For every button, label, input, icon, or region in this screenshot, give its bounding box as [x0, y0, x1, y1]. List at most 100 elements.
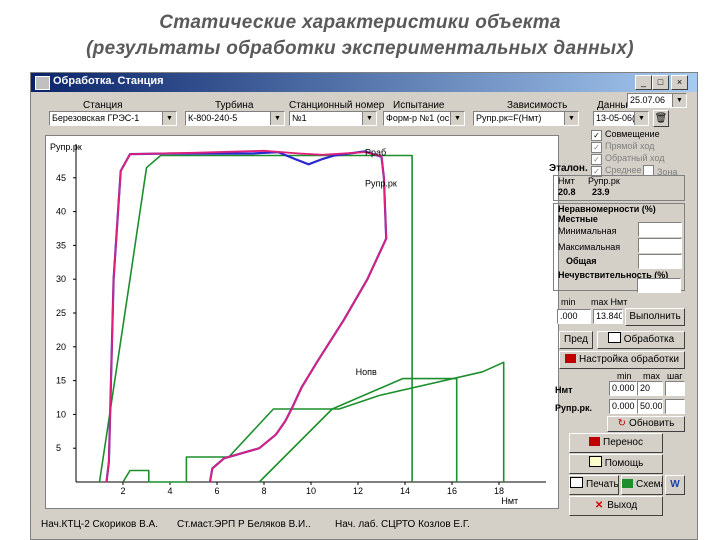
series-line-2 — [258, 377, 458, 483]
insensitivity-field[interactable] — [637, 278, 681, 293]
transfer-button[interactable]: Перенос — [569, 433, 663, 453]
scale-row2-label: Рупр.рк. — [555, 403, 592, 413]
x-axis-label: Нмт — [501, 496, 518, 506]
app-icon — [35, 76, 50, 90]
min-field-value: .000 — [560, 311, 578, 321]
scale-row2-max[interactable]: 50.00 — [637, 399, 663, 414]
signatures-bar: Нач.КТЦ-2 Скориков В.А. Ст.маст.ЭРП Р Бе… — [31, 515, 697, 539]
station-number-combo[interactable]: №1 ▼ — [289, 111, 377, 126]
scale-step-label: шаг — [667, 371, 683, 381]
y-tick-label: 35 — [56, 240, 66, 250]
printer-icon — [570, 477, 583, 488]
transfer-icon — [589, 437, 601, 446]
window-title: Обработка. Станция — [53, 75, 164, 87]
nonuniformity-group: Неравномерности (%) Местные Минимальная … — [553, 203, 685, 291]
zone-label: Зона — [657, 167, 678, 177]
dependency-combo[interactable]: Рупр.рк=F(Нмт) ▼ — [473, 111, 579, 126]
delete-icon[interactable]: 🗑 — [653, 110, 669, 127]
turbine-combo[interactable]: К-800-240-5 ▼ — [185, 111, 285, 126]
chart-annotation-2: Рупр.рк — [365, 179, 397, 189]
series-line-3 — [122, 361, 505, 483]
pred-button-label: Пред — [564, 334, 588, 345]
chevron-down-icon[interactable]: ▼ — [162, 112, 176, 125]
y-tick-label: 30 — [56, 274, 66, 284]
etalon-group: Нмт Рупр.рк 20.8 23.9 — [553, 175, 685, 201]
turbine-label: Турбина — [215, 100, 254, 111]
settings-button-label: Настройка обработки — [578, 354, 680, 365]
y-tick-label: 5 — [56, 443, 61, 453]
chevron-down-icon[interactable]: ▼ — [634, 112, 648, 125]
etalon-label: Эталон. — [549, 163, 588, 174]
total-nonuniformity-field[interactable] — [638, 254, 682, 269]
scale-row1-step[interactable] — [665, 381, 685, 396]
turbine-value: К-800-240-5 — [188, 113, 238, 123]
station-number-label: Станционный номер — [289, 100, 385, 111]
scale-row1-min[interactable]: 0.000 — [609, 381, 637, 396]
settings-icon — [564, 354, 576, 363]
chevron-down-icon[interactable]: ▼ — [270, 112, 284, 125]
y-tick-label: 25 — [56, 308, 66, 318]
chart-annotation-3: Нопв — [356, 367, 377, 377]
process-icon — [607, 332, 621, 343]
combined-checkbox[interactable]: ✓ Совмещение — [591, 129, 660, 141]
print-button-label: Печать — [586, 479, 619, 490]
run-button-label: Выполнить — [629, 311, 681, 322]
chart-button[interactable]: Схема — [621, 475, 663, 495]
signature-1: Нач.КТЦ-2 Скориков В.А. — [41, 519, 159, 530]
series-line-4 — [105, 150, 388, 483]
exit-icon: ✕ — [594, 500, 604, 511]
scale-row2-min[interactable]: 0.000 — [609, 399, 637, 414]
minimize-icon[interactable]: _ — [635, 75, 652, 90]
help-button[interactable]: Помощь — [569, 454, 663, 474]
series-line-1 — [98, 154, 413, 483]
chevron-down-icon[interactable]: ▼ — [450, 112, 464, 125]
station-combo[interactable]: Березовская ГРЭС-1 ▼ — [49, 111, 177, 126]
settings-button[interactable]: Настройка обработки — [559, 351, 685, 369]
chevron-down-icon[interactable]: ▼ — [672, 94, 686, 107]
slide-subtitle: (результаты обработки экспериментальных … — [86, 38, 634, 59]
average-checkbox[interactable]: ✓ Среднее — [591, 165, 642, 177]
total-label: Общая — [566, 256, 597, 266]
pred-button[interactable]: Пред — [559, 331, 593, 349]
y-axis-label: Рупр.рк — [50, 142, 82, 152]
y-tick-label: 15 — [56, 376, 66, 386]
date-combo[interactable]: 25.07.06 ▼ — [627, 93, 687, 108]
window-titlebar[interactable]: Обработка. Станция _ □ × — [31, 73, 697, 92]
chart-annotation-1: Рраб — [365, 147, 386, 157]
chevron-down-icon[interactable]: ▼ — [564, 112, 578, 125]
y-tick-label: 20 — [56, 342, 66, 352]
run-button[interactable]: Выполнить — [625, 308, 685, 326]
maximize-icon[interactable]: □ — [652, 75, 669, 90]
scale-row1-max[interactable]: 20 — [637, 381, 663, 396]
exit-button[interactable]: ✕ Выход — [569, 496, 663, 516]
chart-button-label: Схема — [636, 479, 662, 490]
insensitivity-label: Нечувствительность (%) — [558, 270, 669, 280]
process-button[interactable]: Обработка — [597, 331, 685, 349]
scale-row2-min-value: 0.000 — [612, 401, 635, 411]
x-tick-label: 12 — [353, 486, 363, 496]
exit-button-label: Выход — [607, 500, 638, 511]
data-value: 13-05-06(2 — [596, 113, 641, 123]
refresh-button[interactable]: ↻ Обновить — [607, 416, 685, 432]
reverse-checkbox[interactable]: ✓ Обратный ход — [591, 153, 665, 165]
data-combo[interactable]: 13-05-06(2 ▼ — [593, 111, 649, 126]
slide-title: Статические характеристики объекта — [159, 12, 561, 33]
etalon-col2: Рупр.рк — [588, 176, 620, 186]
chevron-down-icon[interactable]: ▼ — [362, 112, 376, 125]
x-tick-label: 2 — [120, 486, 125, 496]
max-field[interactable]: 13.840 — [593, 309, 623, 324]
word-icon[interactable]: W — [665, 475, 685, 495]
min-nonuniformity-field[interactable] — [638, 222, 682, 237]
scale-max-label: max — [643, 371, 661, 381]
forward-checkbox[interactable]: ✓ Прямой ход — [591, 141, 654, 153]
scale-row1-min-value: 0.000 — [612, 383, 635, 393]
test-combo[interactable]: Форм-р №1 (ос ▼ — [383, 111, 465, 126]
scale-row2-max-value: 50.00 — [640, 401, 663, 411]
etalon-val1: 20.8 — [558, 187, 576, 197]
scale-row2-step[interactable] — [665, 399, 685, 414]
date-value: 25.07.06 — [630, 95, 666, 105]
min-field[interactable]: .000 — [557, 309, 591, 324]
close-icon[interactable]: × — [671, 75, 688, 90]
max-nonuniformity-field[interactable] — [638, 238, 682, 253]
print-button[interactable]: Печать — [569, 475, 619, 495]
